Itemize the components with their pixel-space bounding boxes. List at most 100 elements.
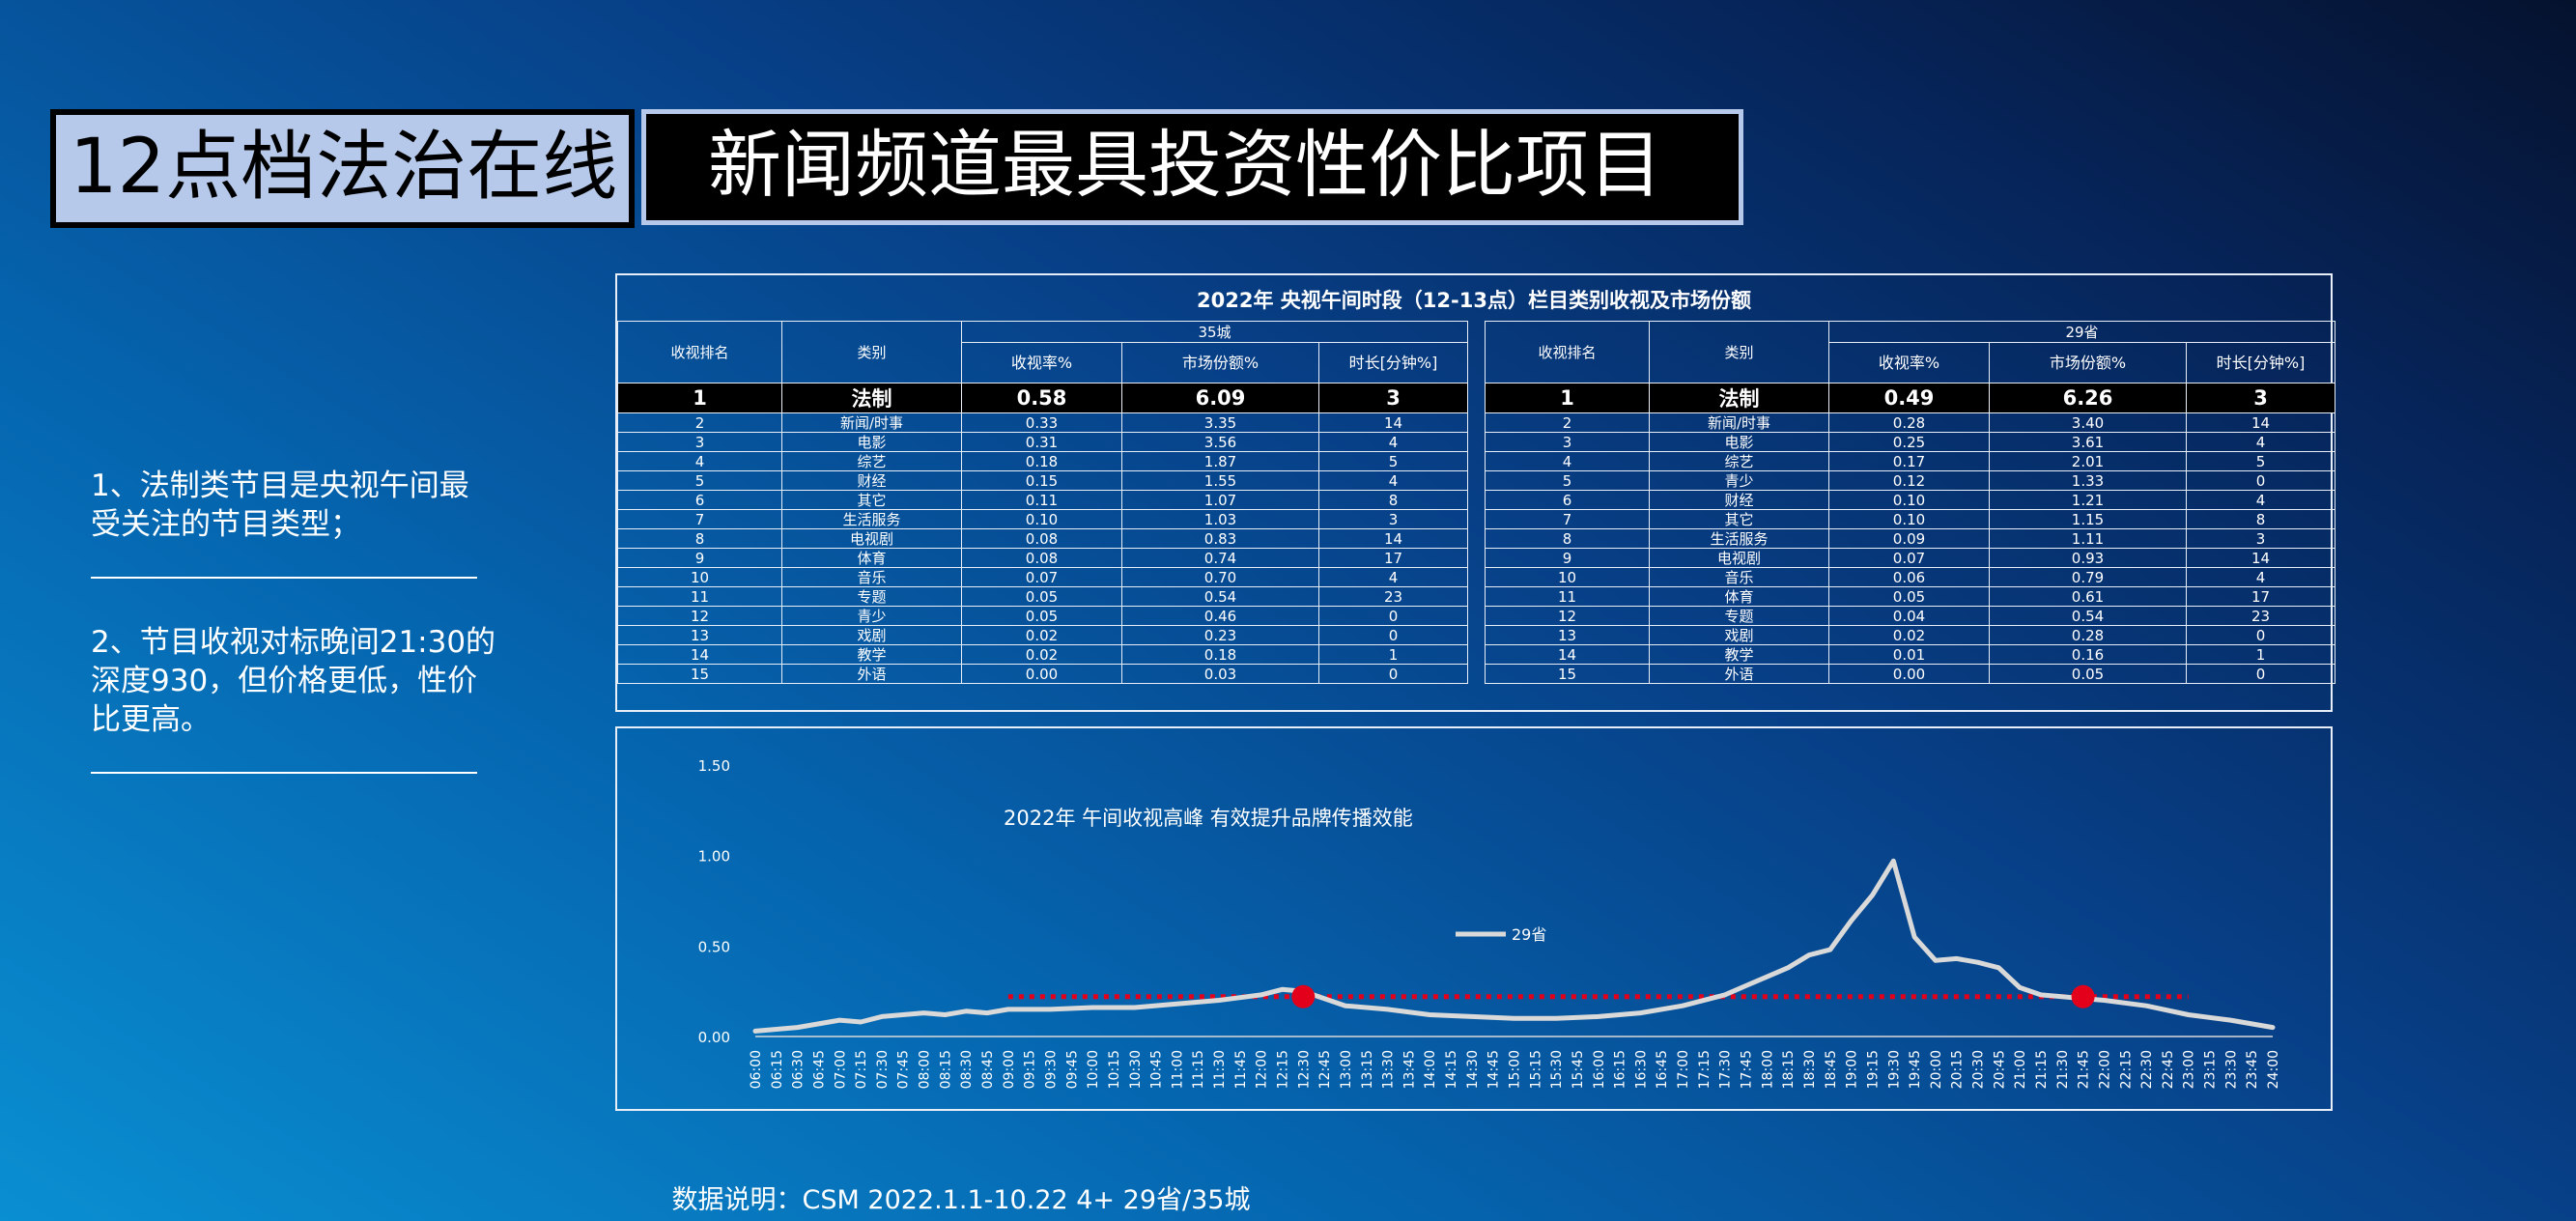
rating-cell: 0.25: [1828, 432, 1990, 452]
duration-cell: 3: [1317, 383, 1469, 413]
duration-cell: 23: [2185, 606, 2336, 626]
share-cell: 0.74: [1121, 548, 1319, 568]
rating-cell: 0.11: [961, 490, 1122, 510]
y-tick-label: 1.50: [698, 757, 730, 775]
share-cell: 1.33: [1989, 470, 2187, 491]
share-cell: 0.05: [1989, 664, 2187, 684]
category-cell: 音乐: [1649, 567, 1829, 587]
rating-cell: 0.06: [1828, 567, 1990, 587]
table-row: 5 青少 0.12 1.33 0: [1485, 470, 2336, 491]
x-tick-label: 20:15: [1950, 1050, 1966, 1089]
x-tick-label: 09:00: [1002, 1050, 1017, 1089]
table-row: 2 新闻/时事 0.33 3.35 14: [617, 412, 1469, 433]
x-tick-label: 12:00: [1255, 1050, 1270, 1089]
x-tick-label: 22:45: [2161, 1050, 2176, 1089]
table-row: 9 体育 0.08 0.74 17: [617, 548, 1469, 568]
category-cell: 专题: [1649, 606, 1829, 626]
x-tick-label: 16:15: [1613, 1050, 1628, 1089]
x-tick-label: 08:00: [918, 1050, 933, 1089]
table-row: 14 教学 0.01 0.16 1: [1485, 644, 2336, 665]
rank-cell: 6: [617, 490, 782, 510]
category-cell: 新闻/时事: [781, 412, 962, 433]
category-cell: 体育: [1649, 586, 1829, 607]
data-source-note: 数据说明：CSM 2022.1.1-10.22 4+ 29省/35城: [671, 1185, 1251, 1215]
rank-cell: 6: [1485, 490, 1650, 510]
x-tick-label: 13:00: [1339, 1050, 1354, 1089]
table-row: 10 音乐 0.06 0.79 4: [1485, 567, 2336, 587]
x-tick-label: 11:30: [1212, 1050, 1228, 1089]
duration-cell: 3: [2185, 383, 2336, 413]
category-cell: 生活服务: [1649, 528, 1829, 549]
x-tick-label: 12:15: [1275, 1050, 1290, 1089]
x-tick-label: 13:45: [1401, 1050, 1417, 1089]
rating-cell: 0.05: [961, 586, 1122, 607]
share-cell: 1.87: [1121, 451, 1319, 471]
table-row: 5 财经 0.15 1.55 4: [617, 470, 1469, 491]
rating-cell: 0.18: [961, 451, 1122, 471]
share-cell: 0.54: [1121, 586, 1319, 607]
table-row: 4 综艺 0.17 2.01 5: [1485, 451, 2336, 471]
table-row: 13 戏剧 0.02 0.23 0: [617, 625, 1469, 645]
share-cell: 3.40: [1989, 412, 2187, 433]
ratings-table-35-cities: 收视排名 类别 35城 收视率% 市场份额% 时长[分钟%] 1 法制 0.58 6.…: [617, 321, 1469, 684]
x-tick-label: 18:00: [1760, 1050, 1775, 1089]
rank-cell: 14: [1485, 644, 1650, 665]
x-tick-label: 11:45: [1233, 1050, 1249, 1089]
x-tick-label: 09:15: [1023, 1050, 1038, 1089]
finding-2: 2、节目收视对标晚间21:30的深度930，但价格更低，性价比更高。: [91, 625, 496, 737]
x-tick-label: 14:45: [1486, 1050, 1502, 1089]
x-tick-label: 20:45: [1992, 1050, 2007, 1089]
category-cell: 青少: [781, 606, 962, 626]
rank-cell: 2: [617, 412, 782, 433]
x-tick-label: 15:30: [1549, 1050, 1565, 1089]
x-tick-label: 24:00: [2266, 1050, 2281, 1089]
table-row: 13 戏剧 0.02 0.28 0: [1485, 625, 2336, 645]
x-tick-label: 06:15: [770, 1050, 785, 1089]
duration-cell: 0: [2185, 470, 2336, 491]
x-tick-label: 21:15: [2034, 1050, 2050, 1089]
x-tick-label: 17:30: [1718, 1050, 1734, 1089]
x-tick-label: 23:45: [2245, 1050, 2260, 1089]
share-cell: 0.46: [1121, 606, 1319, 626]
table-row: 15 外语 0.00 0.03 0: [617, 664, 1469, 684]
x-tick-label: 20:00: [1929, 1050, 1944, 1089]
rank-cell: 8: [617, 528, 782, 549]
table-row: 8 电视剧 0.08 0.83 14: [617, 528, 1469, 549]
duration-cell: 14: [2185, 412, 2336, 433]
share-cell: 1.11: [1989, 528, 2187, 549]
series-line: [752, 858, 2276, 1034]
x-tick-label: 08:45: [980, 1050, 996, 1089]
duration-cell: 23: [1317, 586, 1469, 607]
x-tick-label: 10:45: [1149, 1050, 1165, 1089]
duration-cell: 1: [1317, 644, 1469, 665]
chart-panel: 0.00 0.50 1.00 1.50 06:00 06:15 06:30 06:45 07:0…: [615, 726, 2333, 1111]
table-row-top: 1 法制 0.58 6.09 3: [617, 383, 1469, 413]
chart-title: 2022年 午间收视高峰 有效提升品牌传播效能: [1004, 807, 1413, 830]
rating-cell: 0.58: [961, 383, 1122, 413]
x-tick-label: 10:00: [1086, 1050, 1101, 1089]
rating-cell: 0.07: [1828, 548, 1990, 568]
rating-cell: 0.00: [1828, 664, 1990, 684]
rating-cell: 0.17: [1828, 451, 1990, 471]
category-cell: 戏剧: [781, 625, 962, 645]
table-row: 11 专题 0.05 0.54 23: [617, 586, 1469, 607]
duration-cell: 0: [2185, 625, 2336, 645]
table-row-top: 1 法制 0.49 6.26 3: [1485, 383, 2336, 413]
rating-cell: 0.09: [1828, 528, 1990, 549]
share-cell: 6.26: [1989, 383, 2187, 413]
table-body: 1 法制 0.49 6.26 3 2 新闻/时事 0.28 3.40 14 3 电影 0.25 3.61 4…: [1485, 383, 2336, 684]
col-duration: 时长[分钟%]: [2185, 342, 2336, 383]
rating-cell: 0.00: [961, 664, 1122, 684]
table-row: 7 其它 0.10 1.15 8: [1485, 509, 2336, 529]
x-tick-label: 19:15: [1865, 1050, 1881, 1089]
x-tick-label: 06:30: [791, 1050, 807, 1089]
category-cell: 戏剧: [1649, 625, 1829, 645]
table-row: 12 青少 0.05 0.46 0: [617, 606, 1469, 626]
col-share: 市场份额%: [1121, 342, 1319, 383]
x-tick-label: 23:15: [2203, 1050, 2219, 1089]
duration-cell: 4: [2185, 567, 2336, 587]
x-tick-label: 15:45: [1571, 1050, 1586, 1089]
x-tick-label: 11:00: [1170, 1050, 1185, 1089]
rank-cell: 7: [617, 509, 782, 529]
page-title: 新闻频道最具投资性价比项目: [641, 109, 1743, 225]
